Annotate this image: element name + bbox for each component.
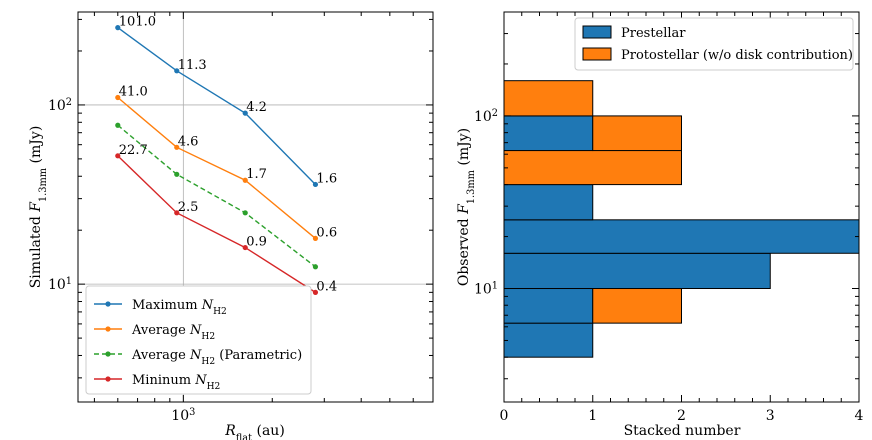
left-y-axis-label: Simulated F1.3mm​ (mJy): [28, 126, 49, 289]
right-x-axis-label: Stacked number: [624, 423, 741, 439]
data-label-1-3: 0.6: [316, 225, 337, 240]
left-y-tick-label: 101​: [48, 276, 72, 294]
right-x-tick-label: 4: [855, 408, 864, 424]
left-series-lines: [115, 25, 319, 295]
legend-marker-3: [105, 376, 111, 382]
bar-0-6: [503, 115, 594, 152]
series-point-1-1: [174, 144, 180, 150]
bar-0-2: [503, 252, 771, 290]
bar-0-4: [503, 184, 594, 221]
data-label-0-0: 101.0: [119, 15, 156, 30]
right-panel: 101​ 102​ 0 1 2 3 4 Prestellar Protostellar (w/…: [456, 11, 864, 439]
series-line-2: [117, 124, 316, 268]
legend-label-1: Average NH2​: [131, 323, 215, 342]
series-point-1-2: [242, 177, 248, 183]
series-point-3-0: [115, 153, 121, 159]
legend-label-3: Mininum NH2​: [132, 373, 220, 392]
data-label-3-0: 22.7: [119, 143, 148, 158]
data-label-1-0: 41.0: [119, 85, 148, 100]
right-legend: Prestellar Protostellar (w/o disk contrib…: [574, 17, 854, 71]
bar-1-5: [503, 150, 682, 186]
legend-label-2: Average NH2​ (Parametric): [131, 348, 302, 367]
series-point-0-1: [174, 68, 180, 74]
left-point-labels: 101.0 11.3 4.2 1.6 41.0 4.6 1.7 0.6 22.7 2.5 0.9 0.…: [119, 15, 337, 295]
legend-swatch-0: [582, 25, 612, 39]
legend-label-0: Maximum NH2​: [132, 298, 227, 317]
left-legend: Maximum NH2​ Average NH2​ Average NH2​ (Pa…: [85, 285, 312, 395]
series-line-0: [117, 27, 316, 185]
data-label-0-1: 11.3: [178, 58, 207, 73]
left-y-tick-label: 102​: [48, 96, 72, 114]
right-x-tick-label: 2: [677, 408, 686, 424]
series-point-2-0: [115, 122, 121, 128]
bar-1-6: [592, 115, 682, 152]
series-point-3-1: [174, 210, 180, 216]
data-label-0-2: 4.2: [246, 100, 267, 115]
bar-0-1: [503, 288, 594, 324]
right-bars: [503, 80, 860, 358]
left-legend-box: [85, 285, 312, 395]
series-point-2-1: [174, 171, 180, 177]
left-ticks: 101​ 102​ 103​: [48, 12, 434, 425]
bar-1-1: [592, 288, 682, 324]
series-line-1: [117, 96, 316, 239]
left-x-axis-label: Rflat​ (au): [224, 423, 285, 440]
bar-0-0: [503, 322, 594, 358]
legend-label-0: Prestellar: [621, 26, 686, 41]
data-label-3-3: 0.4: [316, 279, 337, 294]
left-x-tick-label: 103​: [171, 407, 195, 425]
bar-1-7: [503, 80, 594, 117]
right-legend-box: [574, 17, 854, 71]
series-point-2-3: [312, 264, 319, 270]
bar-0-3: [503, 219, 860, 254]
data-label-1-2: 1.7: [246, 167, 267, 182]
series-point-1-3: [312, 235, 319, 241]
legend-marker-1: [105, 326, 111, 332]
right-x-tick-label: 1: [588, 408, 597, 424]
right-x-tick-label: 3: [766, 408, 775, 424]
data-label-1-1: 4.6: [178, 134, 199, 149]
series-point-3-3: [312, 289, 319, 295]
series-point-0-3: [312, 181, 319, 188]
series-point-0-0: [115, 25, 121, 31]
right-x-tick-label: 0: [500, 408, 509, 424]
series-point-2-2: [242, 210, 248, 216]
legend-marker-2: [105, 351, 111, 357]
right-y-tick-label: 101​: [474, 280, 498, 298]
data-label-3-1: 2.5: [178, 200, 199, 215]
data-label-3-2: 0.9: [246, 235, 267, 250]
series-point-3-2: [242, 244, 248, 251]
series-point-0-2: [242, 110, 248, 116]
right-ticks: 101​ 102​ 0 1 2 3 4: [474, 11, 864, 424]
legend-swatch-1: [582, 47, 612, 61]
legend-label-1: Protostellar (w/o disk contribution): [621, 48, 853, 63]
legend-marker-0: [105, 301, 111, 307]
series-point-1-0: [115, 94, 121, 101]
series-line-3: [117, 155, 316, 293]
left-plot-frame: [77, 11, 434, 403]
right-y-tick-label: 102​: [474, 107, 498, 125]
data-label-0-3: 1.6: [316, 171, 337, 186]
left-panel: 101.0 11.3 4.2 1.6 41.0 4.6 1.7 0.6 22.7 2.5 0.9 0.…: [28, 11, 434, 440]
right-y-axis-label: Observed F1.3mm​ (mJy): [456, 128, 477, 286]
